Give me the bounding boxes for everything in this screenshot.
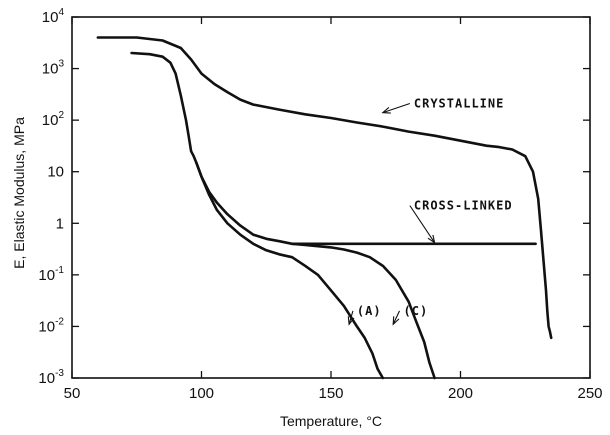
series-group [96,36,553,380]
plot-border [71,16,591,379]
series-line-c [290,242,436,380]
y-tick-exponent: -2 [55,316,64,327]
y-tick-base: 10 [38,318,55,335]
series-line-a [195,161,385,380]
y-tick-label: 102 [42,110,65,129]
y-tick-exponent: -1 [55,265,64,276]
annotation-label: (A) [357,304,382,318]
annotation-leader [348,310,354,325]
x-tick-label: 250 [577,385,602,402]
y-tick-base: 10 [42,9,59,26]
y-tick-base: 10 [38,370,55,387]
annotation-arrowhead [392,316,400,326]
annotation-arrowhead [347,316,355,326]
x-tick-label: 200 [448,385,473,402]
y-tick-exponent: 2 [58,110,64,121]
x-tick-label: 100 [189,385,214,402]
y-tick-exponent: 3 [58,59,64,70]
x-tick-label: 150 [318,385,343,402]
annotation-leader [382,103,411,114]
series-line-cross-linked [130,51,537,246]
y-tick-label: 104 [42,7,65,26]
y-tick-label: 10-2 [38,316,64,335]
annotation-leader [392,310,401,325]
plot-frame [71,16,591,379]
annotation-arrowhead [381,106,391,114]
y-tick-exponent: -3 [55,368,64,379]
x-axis-label: Temperature, °C [280,413,382,429]
annotation-arrowhead [427,234,436,244]
annotation-leader [409,205,436,244]
y-tick-label: 10-1 [38,265,64,284]
annotation-label: CROSS-LINKED [414,199,513,213]
y-axis-label: E, Elastic Modulus, MPa [11,117,27,269]
y-tick-label: 10 [47,164,64,181]
y-tick-base: 10 [38,267,55,284]
annotation-label: CRYSTALLINE [414,97,504,111]
y-tick-base: 10 [42,61,59,78]
y-tick-label: 103 [42,59,65,78]
y-tick-base: 10 [42,112,59,129]
y-tick-label: 1 [56,215,64,232]
y-tick-exponent: 4 [58,7,64,18]
y-tick-label: 10-3 [38,368,64,387]
annotations: CRYSTALLINE CROSS-LINKED (A) (C) [347,97,513,326]
annotation-label: (C) [404,304,429,318]
series-line-crystalline [96,36,553,340]
x-tick-label: 50 [64,385,81,402]
